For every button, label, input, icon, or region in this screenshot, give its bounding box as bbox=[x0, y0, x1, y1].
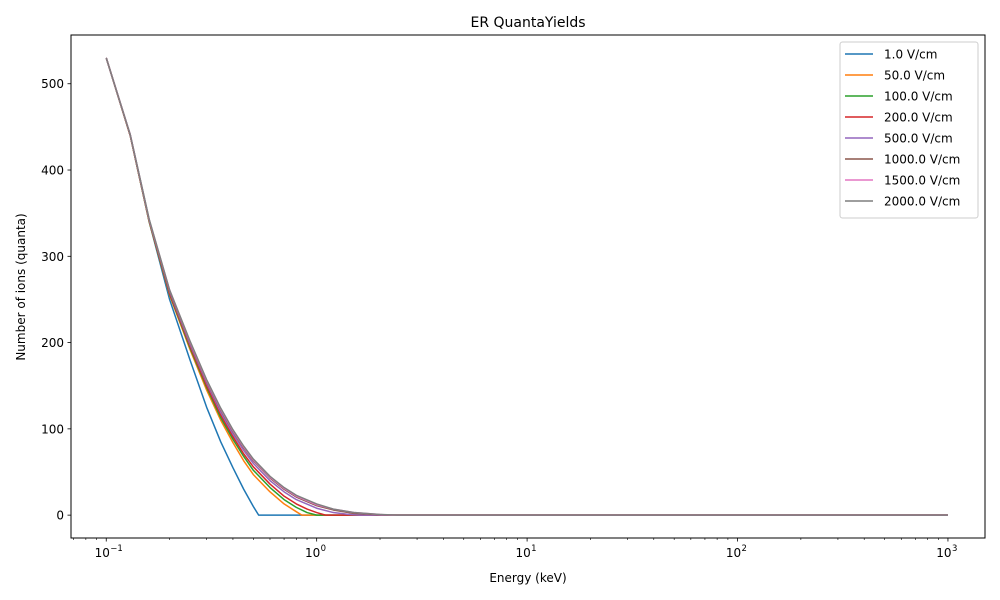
x-tick-label-0: 10 bbox=[95, 546, 110, 560]
legend-label-7: 2000.0 V/cm bbox=[884, 195, 960, 209]
y-tick-label-3: 300 bbox=[41, 250, 64, 264]
x-tick-exponent-0: −1 bbox=[110, 544, 123, 554]
legend-label-2: 100.0 V/cm bbox=[884, 90, 953, 104]
legend-box bbox=[839, 41, 979, 219]
series-line-7 bbox=[105, 57, 948, 516]
chart-title: ER QuantaYields bbox=[470, 15, 585, 31]
x-tick-exponent-4: 3 bbox=[952, 544, 957, 554]
y-axis-label: Number of ions (quanta) bbox=[14, 213, 28, 360]
x-tick-label-2: 10 bbox=[515, 546, 530, 560]
x-tick-exponent-1: 0 bbox=[321, 544, 326, 554]
x-tick-label-3: 10 bbox=[726, 546, 741, 560]
x-tick-exponent-2: 1 bbox=[531, 544, 536, 554]
legend-label-3: 200.0 V/cm bbox=[884, 111, 953, 125]
legend: 1.0 V/cm 50.0 V/cm 100.0 V/cm 200.0 V/cm 500… bbox=[839, 41, 979, 219]
x-axis-label: Energy (keV) bbox=[489, 571, 566, 585]
plot-frame bbox=[70, 34, 986, 539]
y-tick-label-0: 0 bbox=[56, 509, 64, 523]
y-tick-label-5: 500 bbox=[41, 77, 64, 91]
x-tick-label-1: 10 bbox=[305, 546, 320, 560]
legend-label-1: 50.0 V/cm bbox=[884, 69, 945, 83]
legend-label-6: 1500.0 V/cm bbox=[884, 174, 960, 188]
legend-label-4: 500.0 V/cm bbox=[884, 132, 953, 146]
y-tick-label-4: 400 bbox=[41, 164, 64, 178]
plot-area bbox=[71, 35, 985, 538]
y-tick-label-1: 100 bbox=[41, 422, 64, 436]
x-tick-exponent-3: 2 bbox=[742, 544, 747, 554]
legend-label-5: 1000.0 V/cm bbox=[884, 153, 960, 167]
x-tick-label-4: 10 bbox=[936, 546, 951, 560]
y-tick-label-2: 200 bbox=[41, 336, 64, 350]
series-lines bbox=[105, 57, 948, 516]
legend-label-0: 1.0 V/cm bbox=[884, 48, 937, 62]
